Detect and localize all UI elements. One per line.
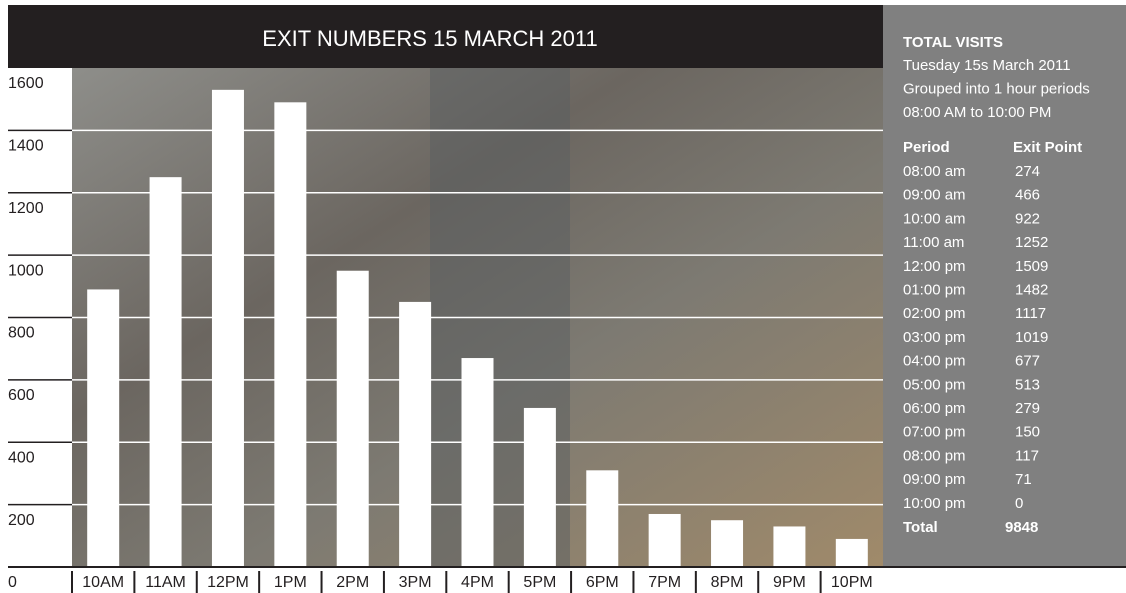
- y-tick-label: 600: [8, 387, 35, 404]
- chart: EXIT NUMBERS 15 MARCH 2011 TOTAL VISITS …: [0, 0, 1126, 593]
- table-value: 677: [1015, 353, 1040, 370]
- x-tick-label: 11AM: [145, 574, 186, 591]
- y-tick-label: 0: [8, 574, 17, 591]
- y-tick-label: 1200: [8, 200, 44, 217]
- x-tick-label: 10PM: [831, 574, 873, 591]
- table-value: 1482: [1015, 281, 1048, 298]
- bar: [711, 520, 743, 567]
- y-tick-label: 1400: [8, 138, 44, 155]
- table-header: Period: [903, 139, 950, 156]
- bar: [773, 526, 805, 567]
- table-value: 1019: [1015, 329, 1048, 346]
- y-tick-label: 400: [8, 449, 35, 466]
- x-tick-label: 5PM: [523, 574, 556, 591]
- x-tick-label: 12PM: [207, 574, 249, 591]
- table-value: 0: [1015, 495, 1023, 512]
- bar: [649, 514, 681, 567]
- table-period: 12:00 pm: [903, 258, 966, 275]
- y-tick-label: 1600: [8, 75, 44, 92]
- bar: [462, 358, 494, 567]
- table-period: 02:00 pm: [903, 305, 966, 322]
- table-total: 9848: [1005, 519, 1038, 536]
- bar: [586, 470, 618, 567]
- table-period: 11:00 am: [903, 234, 964, 251]
- table-value: 71: [1015, 471, 1032, 488]
- bar: [337, 271, 369, 567]
- table-period: 03:00 pm: [903, 329, 966, 346]
- chart-title: EXIT NUMBERS 15 MARCH 2011: [262, 26, 597, 51]
- x-tick-label: 10AM: [82, 574, 124, 591]
- y-tick-label: 800: [8, 325, 35, 342]
- table-period: 08:00 pm: [903, 447, 966, 464]
- table-value: 466: [1015, 187, 1040, 204]
- bar: [212, 90, 244, 567]
- bar: [524, 408, 556, 567]
- table-value: 922: [1015, 210, 1040, 227]
- bar: [836, 539, 868, 567]
- table-value: 1252: [1015, 234, 1048, 251]
- table-period: 08:00 am: [903, 163, 966, 180]
- panel-line: 08:00 AM to 10:00 PM: [903, 104, 1051, 121]
- panel-line: Tuesday 15s March 2011: [903, 57, 1071, 74]
- table-period: 10:00 am: [903, 210, 966, 227]
- x-tick-label: 4PM: [461, 574, 494, 591]
- table-value: 150: [1015, 424, 1040, 441]
- panel-line: Grouped into 1 hour periods: [903, 80, 1090, 97]
- table-period: 04:00 pm: [903, 353, 966, 370]
- bar: [150, 177, 182, 567]
- x-tick-label: 3PM: [399, 574, 432, 591]
- table-total: Total: [903, 519, 938, 536]
- bar: [87, 289, 119, 567]
- bar: [274, 102, 306, 567]
- table-value: 513: [1015, 376, 1040, 393]
- table-value: 1509: [1015, 258, 1048, 275]
- table-period: 05:00 pm: [903, 376, 966, 393]
- x-tick-label: 2PM: [336, 574, 369, 591]
- table-period: 10:00 pm: [903, 495, 966, 512]
- x-tick-label: 1PM: [274, 574, 307, 591]
- table-period: 09:00 pm: [903, 471, 966, 488]
- table-value: 1117: [1015, 305, 1046, 322]
- table-period: 06:00 pm: [903, 400, 966, 417]
- x-tick-label: 6PM: [586, 574, 619, 591]
- table-period: 07:00 pm: [903, 424, 966, 441]
- x-tick-label: 8PM: [711, 574, 744, 591]
- table-value: 279: [1015, 400, 1040, 417]
- table-header: Exit Point: [1013, 139, 1082, 156]
- table-value: 117: [1015, 447, 1039, 464]
- panel-heading: TOTAL VISITS: [903, 34, 1003, 51]
- table-value: 274: [1015, 163, 1040, 180]
- x-tick-label: 9PM: [773, 574, 806, 591]
- table-period: 01:00 pm: [903, 281, 966, 298]
- bar: [399, 302, 431, 567]
- table-period: 09:00 am: [903, 187, 966, 204]
- y-tick-label: 200: [8, 512, 35, 529]
- y-tick-label: 1000: [8, 262, 44, 279]
- x-tick-label: 7PM: [648, 574, 681, 591]
